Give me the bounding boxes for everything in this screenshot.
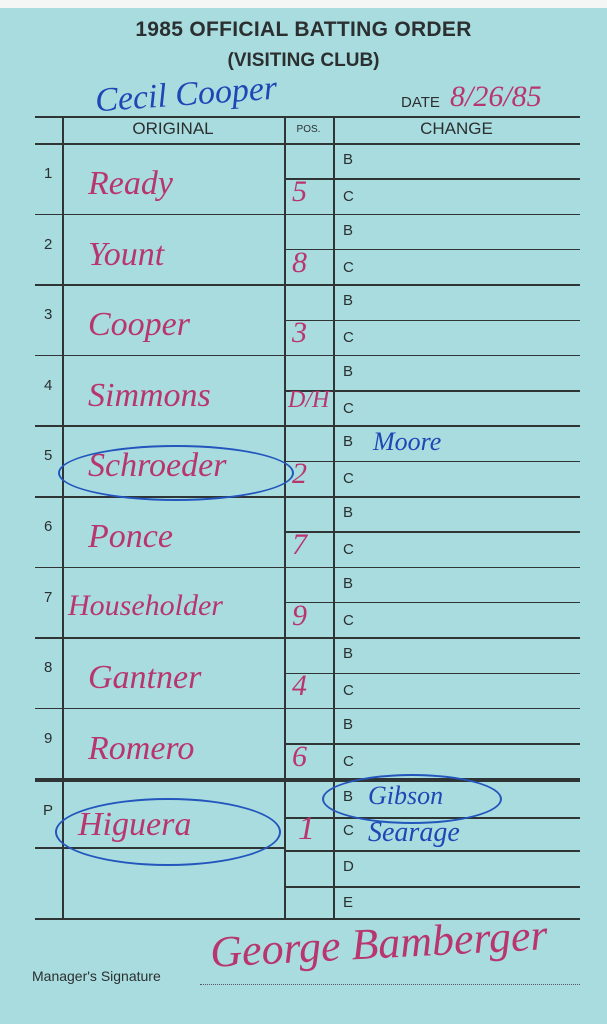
row-divider (35, 425, 580, 427)
row-letter-c: C (343, 682, 354, 700)
divider (35, 143, 580, 145)
date-label: DATE (401, 94, 440, 111)
change-c: Searage (368, 817, 460, 848)
row-divider (35, 354, 580, 357)
row-letter-b: B (343, 715, 354, 733)
row-letter-c: C (343, 188, 354, 205)
half-divider (284, 672, 580, 674)
player-position: 5 (292, 175, 307, 208)
row-letter-b: B (343, 221, 354, 239)
row-divider (35, 213, 580, 216)
half-divider (284, 460, 580, 463)
row-letter: D (343, 858, 354, 875)
player-position: 8 (292, 245, 307, 279)
header-change: CHANGE (420, 119, 493, 138)
header-pos: POS. (296, 124, 321, 135)
half-divider (284, 390, 580, 392)
player-name: Simmons (88, 376, 211, 414)
header-original: ORIGINAL (132, 119, 214, 138)
half-divider (284, 601, 580, 604)
circle-mark (322, 774, 502, 824)
row-letter: C (343, 822, 354, 839)
divider (333, 116, 335, 918)
divider (35, 116, 580, 118)
divider (284, 116, 286, 918)
batting-order-number: 4 (44, 376, 53, 394)
row-letter-b: B (343, 504, 354, 521)
player-position: 9 (292, 598, 307, 632)
date-value: 8/26/85 (450, 80, 542, 113)
circle-mark (55, 798, 281, 866)
player-position: D/H (288, 386, 330, 413)
card-title: 1985 OFFICIAL BATTING ORDER (135, 18, 472, 41)
player-name: Yount (88, 235, 165, 273)
circle-mark (58, 445, 294, 502)
row-letter-c: C (343, 752, 354, 770)
signature-line (200, 984, 580, 985)
row-letter-b: B (343, 292, 354, 310)
row-letter-b: B (343, 362, 354, 380)
half-divider (284, 248, 580, 251)
divider (284, 886, 580, 888)
row-divider (35, 284, 580, 286)
row-letter-b: B (343, 151, 354, 168)
row-letter-b: B (343, 645, 354, 663)
row-letter-c: C (343, 329, 354, 347)
row-letter-b: B (343, 433, 354, 451)
player-signature: Cecil Cooper (93, 69, 279, 120)
pitcher-label: P (43, 802, 54, 819)
batting-order-number: 2 (44, 235, 53, 253)
divider (35, 918, 580, 920)
half-divider (284, 743, 580, 745)
change-b: Gibson (368, 781, 444, 810)
row-letter: E (343, 894, 354, 911)
manager-signature: George Bamberger (208, 910, 549, 977)
row-divider (35, 566, 580, 569)
row-divider (35, 637, 580, 639)
row-letter-c: C (343, 470, 354, 488)
player-name: Gantner (88, 659, 202, 697)
player-position: 6 (292, 739, 307, 773)
row-letter-c: C (343, 399, 354, 417)
player-position: 2 (292, 457, 307, 491)
player-name: Cooper (88, 306, 190, 344)
batting-order-number: 8 (44, 659, 53, 677)
batting-order-number: 6 (44, 518, 53, 535)
row-letter-b: B (343, 574, 354, 592)
player-position: 7 (292, 528, 307, 561)
row-divider (35, 496, 580, 498)
player-name: Householder (68, 588, 223, 622)
batting-order-number: 9 (44, 729, 53, 747)
player-name: Ponce (88, 518, 173, 555)
change-b: Moore (373, 427, 442, 457)
half-divider (284, 178, 580, 180)
player-name: Ready (88, 165, 173, 202)
half-divider (284, 319, 580, 321)
player-position: 4 (292, 669, 307, 703)
card-subtitle: (VISITING CLUB) (227, 50, 380, 71)
row-letter-c: C (343, 541, 354, 558)
row-divider (35, 778, 580, 783)
divider (62, 116, 64, 918)
divider (284, 850, 580, 852)
manager-signature-label: Manager's Signature (32, 968, 161, 984)
batting-order-number: 5 (44, 447, 53, 465)
row-letter-c: C (343, 611, 354, 629)
batting-order-number: 3 (44, 306, 53, 324)
batting-order-card: 1985 OFFICIAL BATTING ORDER (VISITING CL… (0, 8, 607, 1024)
batting-order-number: 1 (44, 165, 53, 182)
row-letter-c: C (343, 258, 354, 276)
half-divider (284, 531, 580, 533)
player-position: 3 (292, 316, 307, 350)
row-divider (35, 707, 580, 710)
pitcher-position: 1 (298, 810, 315, 847)
player-name: Romero (88, 729, 195, 767)
batting-order-number: 7 (44, 588, 53, 606)
